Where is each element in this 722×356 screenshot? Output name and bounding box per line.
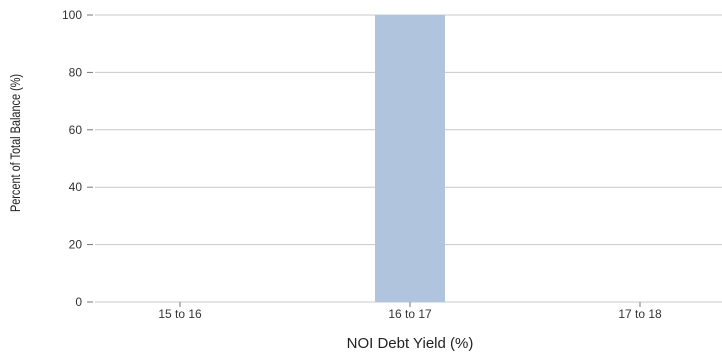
y-tick-label: 100 (62, 8, 82, 22)
y-tick-label: 60 (69, 123, 83, 137)
y-tick-label: 20 (69, 238, 83, 252)
y-tick-label: 0 (75, 295, 82, 309)
x-axis: 15 to 16 16 to 17 17 to 18 (158, 302, 662, 321)
bars (375, 15, 445, 302)
y-tick-label: 40 (69, 180, 83, 194)
x-axis-title: NOI Debt Yield (%) (347, 335, 474, 352)
bar-16-to-17 (375, 15, 445, 302)
x-tick-label: 17 to 18 (618, 307, 662, 321)
y-axis: 0 20 40 60 80 100 (62, 8, 93, 309)
y-tick-label: 80 (69, 65, 83, 79)
x-tick-label: 15 to 16 (158, 307, 202, 321)
y-axis-title: Percent of Total Balance (%) (8, 74, 24, 212)
x-tick-label: 16 to 17 (388, 307, 432, 321)
